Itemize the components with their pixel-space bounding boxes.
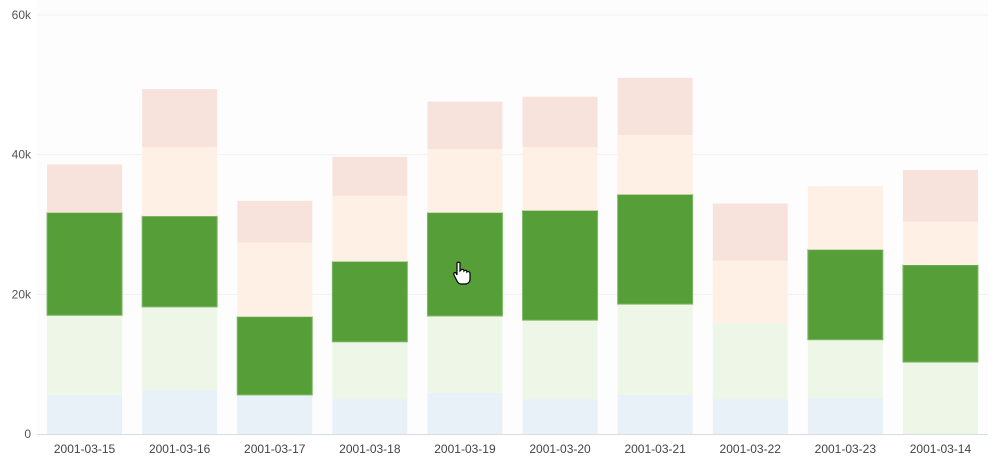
bar-segment[interactable] [427, 149, 503, 213]
y-tick-label: 40k [12, 148, 32, 162]
x-tick-label: 2001-03-21 [624, 442, 686, 456]
bar-segment[interactable] [47, 315, 123, 395]
bar-segment[interactable] [807, 249, 884, 341]
bar-segment[interactable] [522, 210, 599, 321]
bar-segment[interactable] [236, 316, 313, 396]
y-tick-label: 20k [12, 287, 32, 301]
bar-segment[interactable] [427, 315, 503, 393]
bar-segment[interactable] [142, 146, 218, 217]
y-tick-label: 60k [12, 8, 32, 22]
bar-segment[interactable] [807, 339, 883, 398]
bar-segment[interactable] [427, 392, 503, 434]
bar-segment[interactable] [712, 203, 788, 261]
bar-segment[interactable] [902, 264, 979, 363]
bar-segment[interactable] [522, 320, 598, 400]
bar-segment[interactable] [332, 399, 408, 434]
x-tick-label: 2001-03-18 [339, 442, 401, 456]
x-tick-label: 2001-03-14 [910, 442, 972, 456]
bar-segment[interactable] [332, 341, 408, 400]
bar-segment[interactable] [617, 394, 693, 434]
bar-segment[interactable] [522, 399, 598, 434]
x-tick-label: 2001-03-19 [434, 442, 496, 456]
bar-segment[interactable] [47, 394, 123, 434]
bar-segment[interactable] [141, 215, 218, 308]
bar-segment[interactable] [331, 261, 408, 343]
bar-segment[interactable] [807, 186, 883, 250]
bar-segment[interactable] [426, 212, 503, 317]
bar-segment[interactable] [142, 390, 218, 434]
bar-segment[interactable] [712, 260, 788, 323]
x-tick-label: 2001-03-15 [54, 442, 116, 456]
bar-segment[interactable] [522, 96, 598, 147]
bar-segment[interactable] [617, 135, 693, 195]
y-tick-label: 0 [24, 427, 31, 441]
bar-segment[interactable] [142, 306, 218, 391]
bar-segment[interactable] [46, 212, 123, 316]
x-tick-label: 2001-03-23 [815, 442, 877, 456]
hand-pointer-icon [453, 261, 471, 285]
bar-segment[interactable] [237, 200, 313, 243]
bar-segment[interactable] [712, 322, 788, 400]
bar-segment[interactable] [237, 242, 313, 317]
bar-segment[interactable] [332, 195, 408, 262]
bar-segment[interactable] [902, 170, 978, 222]
bar-segment[interactable] [617, 193, 694, 305]
bar-segment[interactable] [47, 164, 123, 213]
bar-segment[interactable] [142, 89, 218, 147]
x-tick-label: 2001-03-22 [720, 442, 782, 456]
bar-segment[interactable] [617, 304, 693, 395]
bar-segment[interactable] [522, 146, 598, 211]
bar-segment[interactable] [617, 77, 693, 136]
bar-segment[interactable] [237, 394, 313, 434]
bar-segment[interactable] [902, 362, 978, 434]
bar-segment[interactable] [332, 156, 408, 196]
x-tick-label: 2001-03-17 [244, 442, 306, 456]
bar-segment[interactable] [427, 101, 503, 150]
bar-segment[interactable] [712, 399, 788, 434]
bar-segment[interactable] [902, 221, 978, 266]
x-tick-label: 2001-03-16 [149, 442, 211, 456]
x-tick-label: 2001-03-20 [529, 442, 591, 456]
bar-segment[interactable] [807, 397, 883, 434]
